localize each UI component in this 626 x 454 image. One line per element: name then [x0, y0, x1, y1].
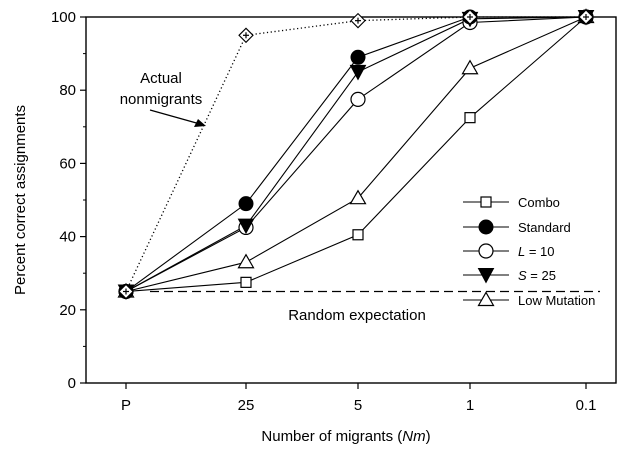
annotation-arrow-head — [194, 119, 206, 127]
point-low-mutation-2 — [349, 189, 367, 205]
annotation-line-1: Actual — [140, 70, 182, 87]
y-tick-label-40: 40 — [59, 229, 76, 246]
annotation-line-2: nonmigrants — [120, 91, 203, 108]
x-tick-label-2: 5 — [354, 397, 362, 414]
point-l-10-2 — [350, 91, 366, 107]
x-axis-title: Number of migrants (Nm) — [261, 428, 430, 445]
legend-label-standard: Standard — [518, 220, 571, 235]
y-tick-label-20: 20 — [59, 302, 76, 319]
x-tick-label-4: 0.1 — [576, 397, 597, 414]
y-tick-label-80: 80 — [59, 82, 76, 99]
legend-label-s-25: S = 25 — [518, 268, 556, 283]
point-s-25-2 — [349, 64, 367, 81]
legend-marker-standard — [478, 219, 494, 235]
legend-marker-low-mutation — [477, 291, 495, 307]
legend-marker-s-25 — [477, 268, 495, 284]
random-expectation-label: Random expectation — [288, 307, 426, 324]
point-combo-1 — [240, 276, 252, 288]
point-low-mutation-1 — [237, 253, 255, 269]
point-low-mutation-3 — [461, 59, 479, 75]
legend-label-low-mutation: Low Mutation — [518, 293, 595, 308]
y-tick-label-100: 100 — [51, 9, 76, 26]
legend-label-l-10: L = 10 — [518, 244, 555, 259]
legend-marker-l-10 — [478, 243, 494, 259]
point-standard-1 — [238, 196, 254, 212]
y-tick-label-0: 0 — [68, 375, 76, 392]
point-standard-2 — [350, 49, 366, 65]
point-s-25-1 — [237, 218, 255, 235]
point-combo-3 — [464, 112, 476, 124]
legend-label-combo: Combo — [518, 195, 560, 210]
point-combo-2 — [352, 229, 364, 241]
legend-marker-combo — [480, 196, 492, 208]
annotation-arrow-shaft — [149, 109, 201, 125]
x-tick-label-3: 1 — [466, 397, 474, 414]
y-tick-label-60: 60 — [59, 155, 76, 172]
x-tick-label-0: P — [121, 397, 131, 414]
x-tick-label-1: 25 — [238, 397, 255, 414]
y-axis-title: Percent correct assignments — [12, 105, 29, 295]
